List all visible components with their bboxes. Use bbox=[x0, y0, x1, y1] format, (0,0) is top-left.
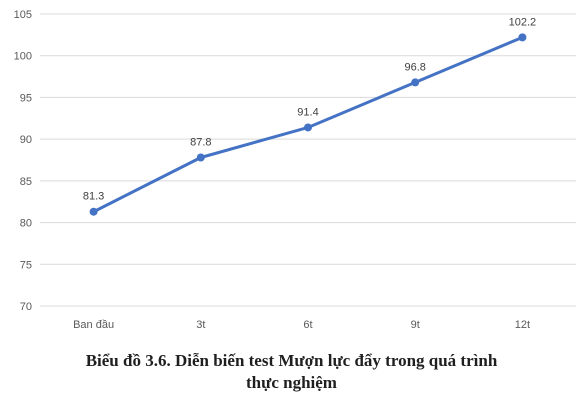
series-line bbox=[89, 33, 527, 216]
data-point bbox=[196, 153, 205, 162]
data-label: 91.4 bbox=[297, 106, 318, 118]
chart-title-line-2: thực nghiệm bbox=[246, 373, 337, 392]
data-label: 102.2 bbox=[509, 16, 537, 28]
y-tick-label: 90 bbox=[20, 134, 32, 146]
data-label: 87.8 bbox=[190, 136, 211, 148]
line-chart: 70 75 80 85 90 95 100 105 Ban đầu 3t 6t 9t 12t 81.3… bbox=[14, 9, 576, 331]
y-tick-label: 105 bbox=[14, 9, 32, 21]
data-point bbox=[518, 33, 527, 42]
y-tick-label: 100 bbox=[14, 51, 32, 63]
y-axis-ticks: 70 75 80 85 90 95 100 105 bbox=[14, 9, 32, 313]
chart-title: Biểu đồ 3.6. Diễn biến test Mượn lực đẩy… bbox=[0, 350, 583, 394]
data-label: 81.3 bbox=[83, 191, 104, 203]
y-tick-label: 70 bbox=[20, 301, 32, 313]
chart-title-line-1: Biểu đồ 3.6. Diễn biến test Mượn lực đẩy… bbox=[85, 351, 498, 370]
data-label: 96.8 bbox=[404, 61, 425, 73]
y-tick-label: 95 bbox=[20, 92, 32, 104]
data-point bbox=[89, 207, 98, 216]
x-tick-label: Ban đầu bbox=[73, 319, 114, 331]
x-tick-label: 6t bbox=[303, 319, 312, 331]
x-tick-label: 9t bbox=[411, 319, 420, 331]
y-tick-label: 85 bbox=[20, 176, 32, 188]
x-axis-ticks: Ban đầu 3t 6t 9t 12t bbox=[73, 319, 530, 331]
gridlines bbox=[40, 13, 576, 307]
data-point bbox=[304, 123, 312, 132]
y-tick-label: 80 bbox=[20, 218, 32, 230]
data-labels: 81.3 87.8 91.4 96.8 102.2 bbox=[83, 16, 536, 202]
y-tick-label: 75 bbox=[20, 259, 32, 271]
x-tick-label: 12t bbox=[515, 319, 530, 331]
data-point bbox=[411, 78, 420, 87]
x-tick-label: 3t bbox=[196, 319, 205, 331]
